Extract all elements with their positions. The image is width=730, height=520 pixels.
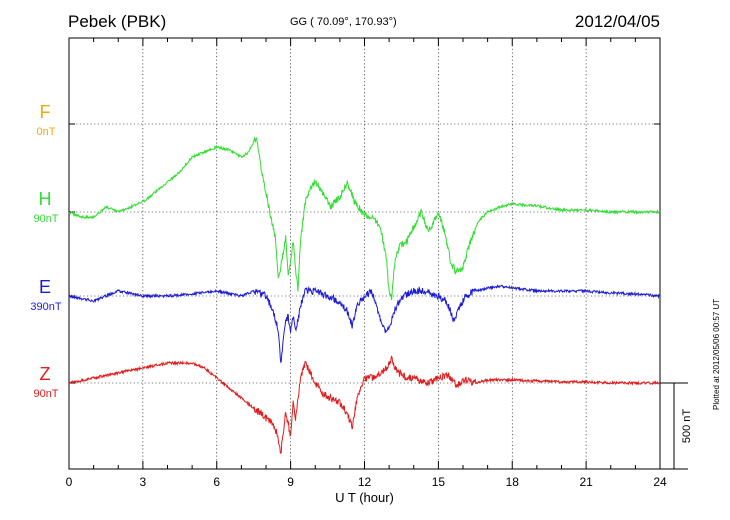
scale-bar-label: 500 nT [681, 409, 693, 444]
scale-bar: 500 nT [660, 382, 693, 470]
x-axis: 0 3 6 9 12 15 18 21 24 [66, 38, 667, 489]
x-axis-label: U T (hour) [335, 490, 394, 505]
station-title: Pebek (PBK) [68, 12, 167, 31]
series-name-e: E [39, 277, 51, 297]
x-tick-label: 0 [66, 475, 73, 489]
series-offset-e: 390nT [30, 301, 61, 313]
series-name-z: Z [40, 364, 51, 384]
series-name-f: F [40, 102, 51, 122]
x-tick-label: 18 [506, 475, 520, 489]
series-name-h: H [39, 189, 52, 209]
x-tick-label: 9 [287, 475, 294, 489]
x-tick-label: 21 [579, 475, 593, 489]
series-lines [68, 137, 661, 454]
series-offset-h: 90nT [33, 213, 58, 225]
series-line-z [68, 355, 661, 454]
series-offset-z: 90nT [33, 388, 58, 400]
plot-frame [68, 37, 661, 470]
grid [69, 38, 660, 469]
observation-date: 2012/04/05 [574, 12, 660, 31]
plotted-timestamp-text: Plotted at 2012/05/06 00:57 UT [712, 298, 721, 410]
x-tick-label: 15 [432, 475, 446, 489]
x-tick-label: 12 [358, 475, 372, 489]
series-line-h [68, 137, 661, 300]
x-tick-label: 24 [653, 475, 667, 489]
series-line-e [68, 284, 661, 363]
series-offset-f: 0nT [37, 126, 56, 138]
station-coordinates: GG ( 70.09°, 170.93°) [290, 16, 397, 28]
series-labels: F 0nT H 90nT E 390nT Z 90nT [30, 102, 61, 400]
x-tick-label: 3 [140, 475, 147, 489]
x-tick-label: 6 [213, 475, 220, 489]
